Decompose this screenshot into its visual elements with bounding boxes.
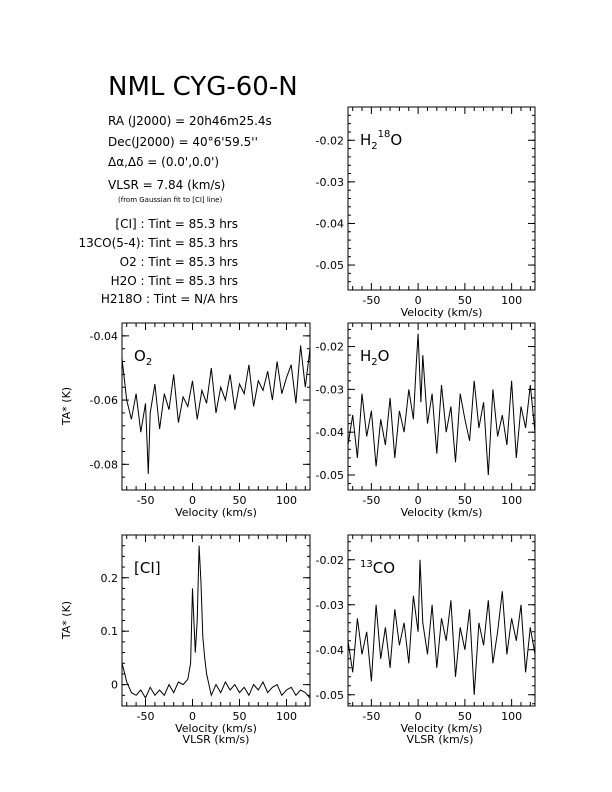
x-axis-label: Velocity (km/s): [175, 722, 257, 735]
x-tick-label: 0: [415, 494, 422, 507]
info-tint-ci: [CI] : Tint = 85.3 hrs: [115, 217, 238, 231]
info-tint-h2o: H2O : Tint = 85.3 hrs: [111, 274, 238, 288]
info-offset: Δα,Δδ = (0.0',0.0'): [108, 155, 219, 169]
panel-label: [CI]: [134, 559, 161, 577]
y-tick-label: -0.05: [316, 689, 344, 702]
x-tick-label: 50: [458, 710, 472, 723]
info-tint-13co: 13CO(5-4): Tint = 85.3 hrs: [78, 236, 238, 250]
x-tick-label: 0: [189, 710, 196, 723]
panel-label: O2: [134, 347, 152, 368]
y-tick-label: 0: [111, 679, 118, 692]
panel-label: H218O: [360, 129, 402, 152]
x-tick-label: 100: [501, 494, 522, 507]
plot-frame: [121, 322, 311, 491]
x-tick-label: 50: [458, 494, 472, 507]
panel-label: H2O: [360, 347, 389, 368]
info-vlsr: VLSR = 7.84 (km/s): [108, 178, 225, 192]
plot-frame: [347, 534, 536, 707]
x-axis-label: Velocity (km/s): [401, 306, 483, 319]
x-axis-label: Velocity (km/s): [401, 506, 483, 519]
x-tick-label: 50: [233, 494, 247, 507]
y-tick-label: 0.2: [101, 572, 119, 585]
spectrum-line: [347, 333, 536, 476]
x-tick-label: -50: [137, 710, 155, 723]
x-tick-label: 0: [189, 494, 196, 507]
x-tick-label: 100: [501, 710, 522, 723]
plot-frame: [347, 106, 536, 291]
y-tick-label: -0.03: [316, 599, 344, 612]
info-ra: RA (J2000) = 20h46m25.4s: [108, 114, 272, 128]
x-axis-label: Velocity (km/s): [401, 722, 483, 735]
y-tick-label: -0.08: [90, 458, 118, 471]
bottom-xlabel-right: VLSR (km/s): [407, 733, 474, 746]
x-tick-label: 100: [276, 494, 297, 507]
y-tick-label: -0.02: [316, 554, 344, 567]
info-block: RA (J2000) = 20h46m25.4s Dec(J2000) = 40…: [78, 114, 271, 306]
x-axis-label: Velocity (km/s): [175, 506, 257, 519]
spectrum-line: [121, 345, 311, 474]
y-axis-label: TA* (K): [60, 387, 73, 426]
x-tick-label: 100: [276, 710, 297, 723]
y-tick-label: -0.05: [316, 469, 344, 482]
y-tick-label: -0.02: [316, 341, 344, 354]
x-tick-label: 0: [415, 710, 422, 723]
x-tick-label: 50: [233, 710, 247, 723]
panel-o2: -50 0 50 100 -0.08 -0.06 -0.04 Velocity (km/s) T…: [60, 322, 311, 519]
panel-h2o: -50 0 50 100 -0.05 -0.04 -0.03 -0.02 Velocity (k…: [316, 322, 536, 519]
x-tick-label: -50: [137, 494, 155, 507]
y-tick-label: -0.05: [316, 259, 344, 272]
y-tick-label: -0.02: [316, 134, 344, 147]
y-tick-label: -0.04: [316, 217, 344, 230]
y-tick-label: 0.1: [101, 625, 119, 638]
panel-label: 13CO: [360, 559, 395, 577]
y-tick-label: -0.03: [316, 383, 344, 396]
y-tick-label: -0.04: [316, 644, 344, 657]
info-dec: Dec(J2000) = 40°6'59.5'': [108, 135, 258, 149]
spectrum-line: [121, 545, 311, 700]
panel-ci: -50 0 50 100 0 0.1 0.2 Velocity (km/s) TA* (K) [C…: [60, 534, 311, 735]
x-tick-label: 100: [501, 294, 522, 307]
bottom-xlabel-left: VLSR (km/s): [183, 733, 250, 746]
figure-title: NML CYG-60-N: [108, 72, 298, 102]
x-tick-label: -50: [362, 294, 380, 307]
panel-13co: -50 0 50 100 -0.05 -0.04 -0.03 -0.02 Velocity (k…: [316, 534, 536, 735]
x-tick-label: 50: [458, 294, 472, 307]
x-tick-label: -50: [362, 710, 380, 723]
y-tick-label: -0.04: [316, 426, 344, 439]
info-vlsr-note: (from Gaussian fit to [CI] line): [118, 196, 222, 204]
info-tint-o2: O2 : Tint = 85.3 hrs: [120, 255, 238, 269]
y-tick-label: -0.06: [90, 394, 118, 407]
y-axis-label: TA* (K): [60, 601, 73, 640]
y-tick-label: -0.04: [90, 330, 118, 343]
x-tick-label: -50: [362, 494, 380, 507]
info-tint-h218o: H218O : Tint = N/A hrs: [101, 292, 238, 306]
spectrum-line: [347, 559, 536, 695]
y-tick-label: -0.03: [316, 176, 344, 189]
info-tint-list: [CI] : Tint = 85.3 hrs 13CO(5-4): Tint =…: [78, 217, 238, 306]
spectra-panels: -50 0 50 100 -0.05 -0.04 -0.03 -0.02 Velocity (k…: [60, 106, 536, 735]
panel-h218o: -50 0 50 100 -0.05 -0.04 -0.03 -0.02 Velocity (k…: [316, 106, 536, 319]
x-tick-label: 0: [415, 294, 422, 307]
